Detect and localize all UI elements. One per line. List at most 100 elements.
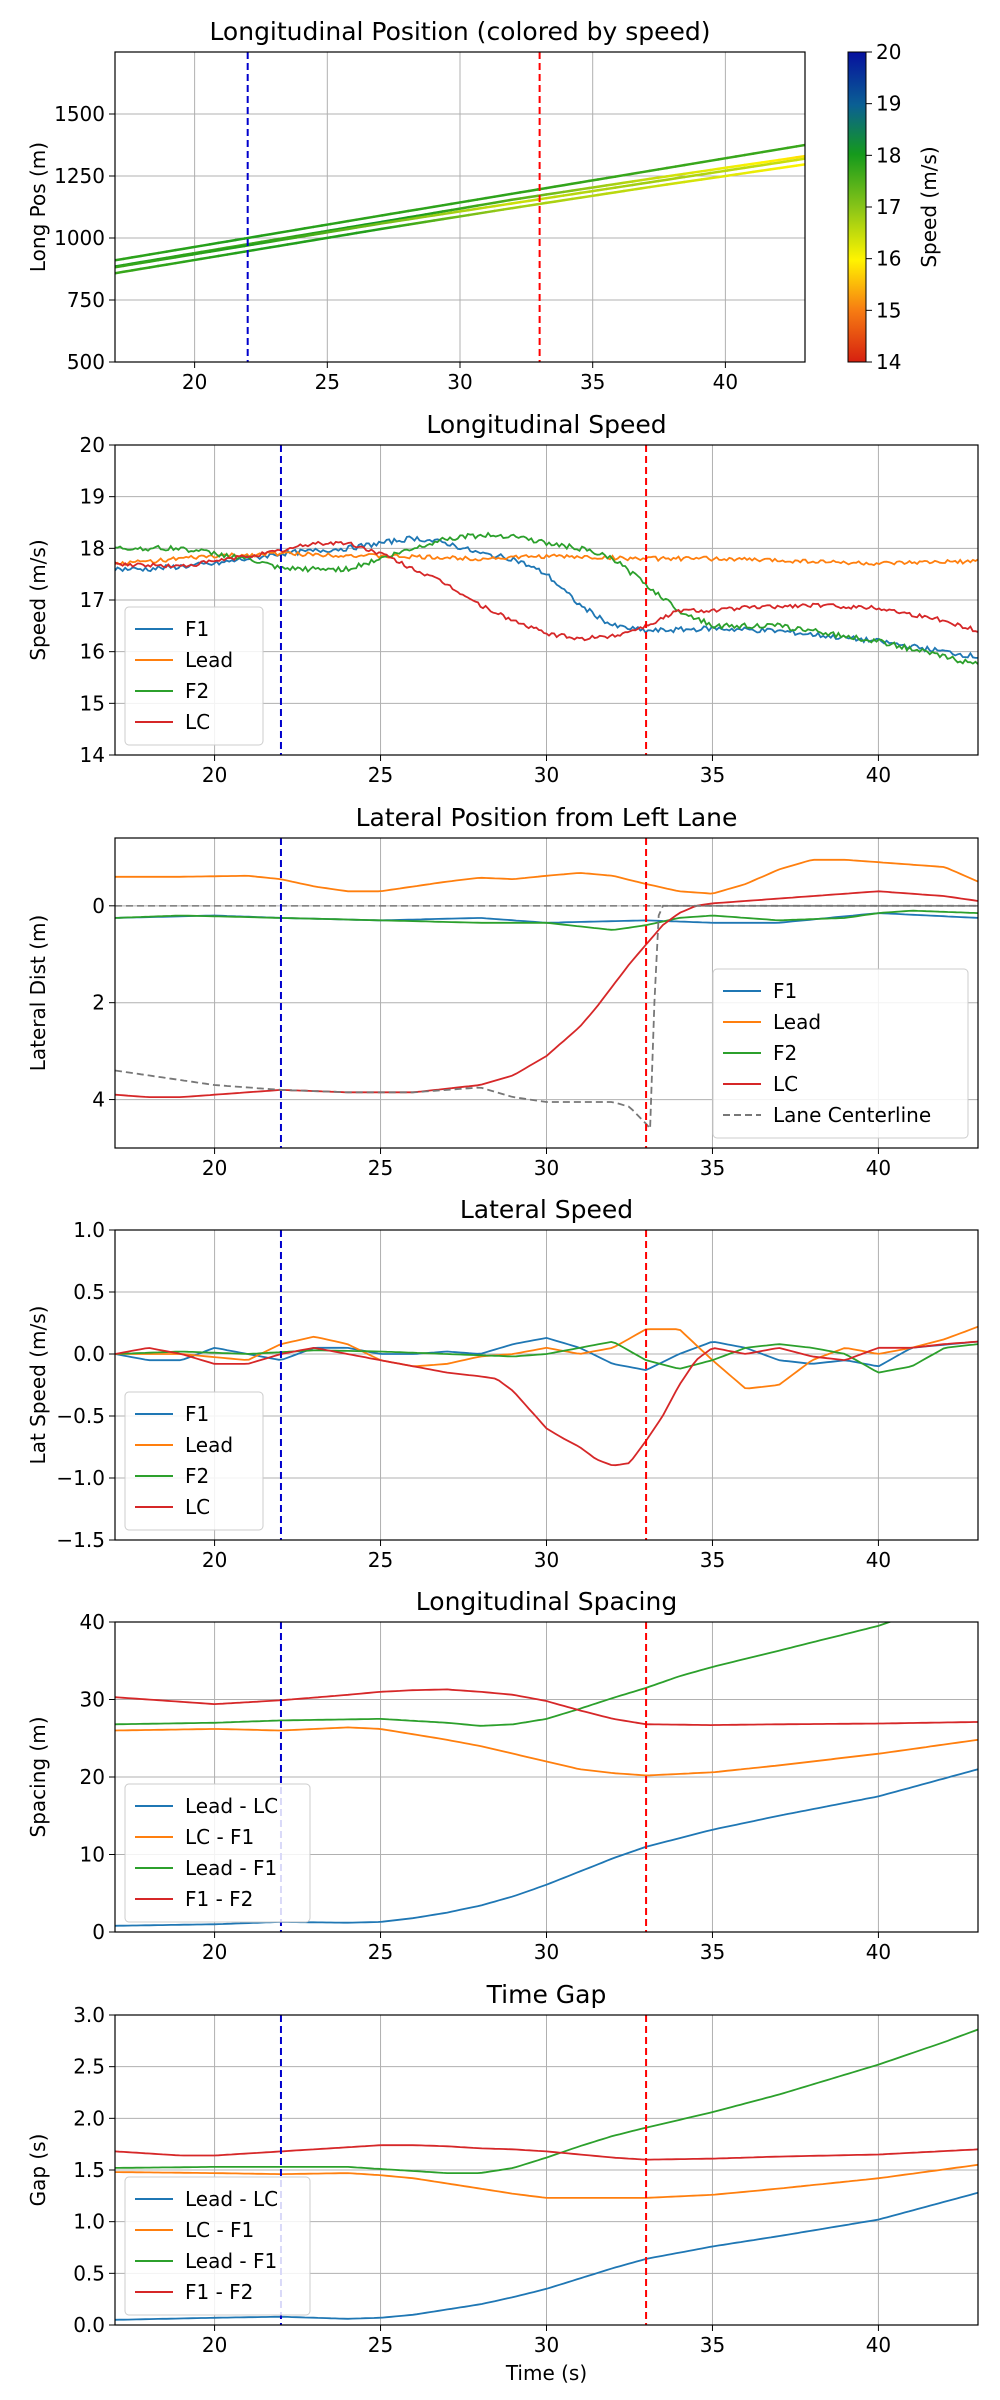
position-segment bbox=[381, 212, 393, 217]
legend-entry-label: Lead - F1 bbox=[185, 1856, 277, 1880]
position-segment bbox=[225, 238, 237, 243]
position-segment bbox=[424, 214, 436, 218]
position-segment bbox=[786, 156, 798, 160]
position-segment bbox=[372, 214, 384, 219]
y-tick-label: 2 bbox=[92, 991, 105, 1015]
position-segment bbox=[182, 253, 194, 258]
chart-title: Longitudinal Speed bbox=[426, 410, 666, 439]
position-segment bbox=[588, 185, 600, 190]
position-segment bbox=[415, 215, 427, 220]
position-segment bbox=[372, 227, 384, 232]
position-segment bbox=[605, 186, 617, 191]
position-segment bbox=[683, 174, 695, 179]
position-segment bbox=[760, 149, 772, 154]
y-tick-label: 14 bbox=[80, 743, 105, 767]
x-tick-label: 30 bbox=[534, 763, 559, 787]
position-segment bbox=[467, 207, 479, 212]
position-segment bbox=[614, 181, 626, 186]
position-segment bbox=[320, 230, 332, 235]
y-tick-label: 20 bbox=[80, 1765, 105, 1789]
position-segment bbox=[372, 220, 384, 225]
position-segment bbox=[458, 213, 470, 218]
position-segment bbox=[700, 159, 712, 164]
position-segment bbox=[458, 208, 470, 213]
x-tick-label: 40 bbox=[866, 1156, 891, 1180]
position-segment bbox=[174, 247, 186, 252]
position-segment bbox=[260, 232, 272, 237]
legend-entry-label: F2 bbox=[185, 679, 209, 703]
position-segment bbox=[389, 224, 401, 229]
position-segment bbox=[139, 260, 151, 265]
position-segment bbox=[389, 217, 401, 222]
position-segment bbox=[665, 165, 677, 170]
position-segment bbox=[131, 254, 143, 259]
position-segment bbox=[156, 250, 168, 255]
position-segment bbox=[363, 215, 375, 220]
position-segment bbox=[501, 198, 513, 203]
position-segment bbox=[294, 240, 306, 245]
position-segment bbox=[165, 261, 177, 266]
position-segment bbox=[338, 227, 350, 232]
position-segment bbox=[605, 175, 617, 180]
position-segment bbox=[545, 185, 557, 190]
position-segment bbox=[570, 181, 582, 186]
y-tick-label: 0.5 bbox=[73, 1280, 105, 1304]
position-segment bbox=[441, 208, 453, 213]
chart-title: Time Gap bbox=[486, 1980, 607, 2009]
position-segment bbox=[346, 218, 358, 223]
position-segment bbox=[355, 223, 367, 228]
y-tick-label: 3.0 bbox=[73, 2003, 105, 2027]
plot-area bbox=[115, 445, 978, 755]
position-segment bbox=[467, 212, 479, 217]
position-segment bbox=[484, 209, 496, 214]
legend-entry-label: Lead bbox=[773, 1010, 821, 1034]
position-segment bbox=[760, 159, 772, 164]
position-segment bbox=[381, 220, 393, 225]
position-segment bbox=[450, 201, 462, 206]
position-segment bbox=[217, 253, 229, 258]
position-segment bbox=[115, 257, 125, 262]
y-tick-label: 0 bbox=[92, 894, 105, 918]
position-segment bbox=[115, 270, 125, 275]
position-segment bbox=[381, 226, 393, 231]
legend-entry-label: F2 bbox=[773, 1041, 797, 1065]
position-segment bbox=[269, 237, 281, 242]
chart-2: 20 25 30 35 40 14 15 16 17 18 19 20 Longitudinal Spe… bbox=[26, 410, 979, 787]
position-segment bbox=[251, 234, 263, 239]
position-segment bbox=[752, 150, 764, 155]
position-segment bbox=[510, 197, 522, 202]
position-segment bbox=[631, 187, 643, 191]
y-tick-label: 0.0 bbox=[73, 1342, 105, 1366]
position-segment bbox=[467, 204, 479, 209]
position-segment bbox=[691, 170, 703, 174]
position-segment bbox=[148, 258, 160, 263]
position-segment bbox=[726, 173, 738, 177]
y-tick-label: 4 bbox=[92, 1088, 105, 1112]
position-segment bbox=[458, 199, 470, 204]
position-segment bbox=[614, 189, 626, 194]
colorbar-tick-label: 19 bbox=[876, 92, 901, 116]
position-segment bbox=[622, 183, 634, 188]
position-segment bbox=[303, 225, 315, 230]
position-segment bbox=[700, 168, 712, 173]
x-tick-label: 25 bbox=[368, 1940, 393, 1964]
position-segment bbox=[708, 167, 720, 172]
position-segment bbox=[225, 246, 237, 251]
position-segment bbox=[277, 230, 289, 235]
legend-entry-label: F1 bbox=[185, 1402, 209, 1426]
position-segment bbox=[156, 257, 168, 262]
series-lead-f1 bbox=[115, 1622, 893, 1727]
y-tick-label: 2.5 bbox=[73, 2055, 105, 2079]
series-lc bbox=[115, 1340, 978, 1467]
position-segment bbox=[476, 206, 488, 211]
series-lane-centerline bbox=[115, 904, 978, 1131]
series-f2 bbox=[115, 1340, 978, 1374]
position-segment bbox=[182, 246, 194, 250]
x-tick-label: 40 bbox=[713, 370, 738, 394]
position-segment bbox=[398, 223, 410, 228]
position-segment bbox=[424, 219, 436, 224]
colorbar-tick-label: 20 bbox=[876, 40, 901, 64]
position-segment bbox=[777, 160, 789, 164]
y-tick-label: 16 bbox=[80, 640, 105, 664]
position-segment bbox=[251, 241, 263, 246]
